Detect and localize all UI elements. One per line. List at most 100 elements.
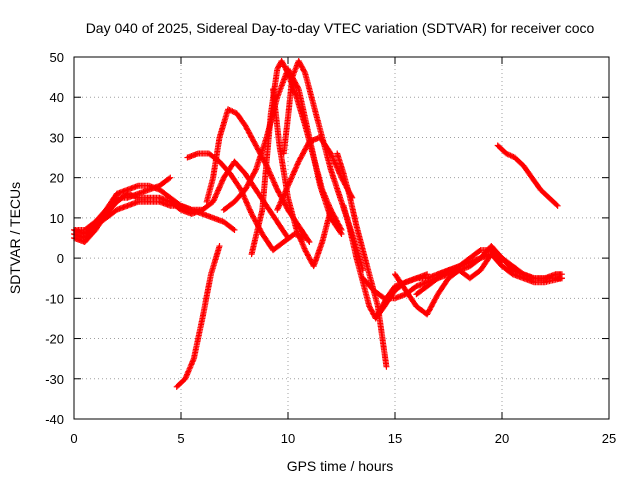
- data-point-trail: [208, 244, 223, 276]
- data-point-trail: [319, 208, 334, 244]
- data-point-trail: [264, 204, 280, 224]
- y-tick-label: -40: [45, 412, 64, 427]
- data-point-trail: [500, 264, 515, 277]
- data-point-trail: [104, 207, 119, 220]
- data-point-trail: [222, 219, 237, 233]
- x-tick-label: 25: [602, 431, 616, 446]
- data-point-trail: [253, 135, 270, 172]
- data-point-trail: [538, 187, 551, 200]
- data-point: [216, 243, 223, 250]
- data-point-trail: [242, 168, 259, 192]
- data-point-trail: [334, 152, 347, 176]
- y-tick-label: -30: [45, 372, 64, 387]
- y-tick-label: -10: [45, 291, 64, 306]
- data-point-trail: [93, 207, 109, 224]
- x-tick-label: 15: [388, 431, 402, 446]
- data-point-trail: [157, 187, 173, 200]
- x-axis-label: GPS time / hours: [287, 458, 394, 474]
- data-point: [554, 202, 561, 209]
- data-point-trail: [504, 151, 517, 160]
- data-point-trail: [200, 199, 215, 212]
- series-arc-21: [494, 142, 561, 209]
- data-series: [71, 58, 565, 390]
- data-point-trail: [285, 196, 300, 232]
- data-point-trail: [414, 284, 429, 297]
- data-point: [231, 226, 238, 233]
- data-point: [302, 247, 309, 254]
- plot-frame: [73, 56, 610, 420]
- data-point-trail: [341, 204, 353, 232]
- data-point-trail: [495, 143, 509, 156]
- data-point-trail: [82, 228, 98, 244]
- data-point: [306, 239, 313, 246]
- data-point-trail: [311, 103, 325, 139]
- data-point-trail: [217, 107, 231, 139]
- data-point-trail: [174, 376, 188, 389]
- data-point-trail: [285, 75, 296, 119]
- data-point-trail: [521, 163, 535, 180]
- data-point-trail: [280, 115, 291, 155]
- series-arc-20: [456, 243, 565, 282]
- y-tick-label: 10: [50, 211, 64, 226]
- series-arc-17: [392, 267, 463, 318]
- data-point-trail: [425, 276, 440, 289]
- data-point-trail: [302, 71, 317, 107]
- data-point: [383, 363, 390, 370]
- data-point-trail: [347, 228, 360, 260]
- data-point-trail: [204, 176, 216, 204]
- data-point-trail: [182, 357, 197, 381]
- data-point-trail: [328, 168, 344, 204]
- data-point-trail: [328, 216, 344, 236]
- data-point-trail: [270, 87, 283, 147]
- data-point-trail: [360, 248, 372, 276]
- y-axis-label: SDTVAR / TECUs: [7, 182, 23, 294]
- series-arc-5: [173, 243, 223, 390]
- data-point-trail: [468, 248, 483, 261]
- axis-ticks: 0 5 10 15 20 25 -40 -30 -20 -10 0 10 20 30 40 50: [45, 50, 616, 446]
- data-point-trail: [294, 228, 308, 252]
- chart-title: Day 040 of 2025, Sidereal Day-to-day VTE…: [86, 20, 595, 36]
- data-point-trail: [82, 219, 98, 233]
- data-point-trail: [222, 199, 237, 212]
- series-arc-12: [270, 86, 334, 270]
- data-point-trail: [328, 152, 344, 180]
- data-point-trail: [529, 175, 543, 192]
- data-point-trail: [191, 317, 206, 361]
- data-point: [248, 210, 255, 217]
- data-point-trail: [353, 224, 366, 252]
- x-tick-label: 20: [495, 431, 509, 446]
- data-point-trail: [104, 195, 119, 212]
- data-point-trail: [232, 159, 248, 176]
- data-point-trail: [249, 208, 265, 256]
- data-point-trail: [478, 244, 494, 260]
- data-point-trail: [199, 272, 214, 320]
- data-point-trail: [371, 288, 387, 301]
- data-point-trail: [512, 155, 526, 168]
- data-point-trail: [360, 280, 372, 308]
- data-point-trail: [341, 172, 353, 200]
- data-point-trail: [210, 176, 227, 204]
- data-point-trail: [435, 276, 451, 297]
- data-point-trail: [360, 276, 376, 293]
- data-point-trail: [234, 111, 248, 128]
- data-point-trail: [489, 244, 504, 260]
- data-point-trail: [157, 175, 173, 188]
- data-point-trail: [296, 87, 313, 139]
- data-point-trail: [271, 239, 286, 253]
- data-point: [558, 271, 565, 278]
- data-point-trail: [375, 296, 389, 317]
- data-point-trail: [543, 275, 564, 285]
- data-point-trail: [285, 67, 301, 91]
- y-tick-label: 40: [50, 90, 64, 105]
- data-point-trail: [403, 288, 419, 309]
- data-point-trail: [226, 107, 239, 116]
- data-point-trail: [296, 139, 312, 164]
- y-tick-label: 0: [57, 251, 64, 266]
- y-tick-label: -20: [45, 332, 64, 347]
- data-point-trail: [276, 144, 291, 200]
- data-point: [167, 174, 174, 181]
- data-point: [327, 206, 334, 213]
- data-point-trail: [207, 151, 222, 164]
- data-point-trail: [392, 272, 408, 293]
- x-tick-label: 10: [281, 431, 295, 446]
